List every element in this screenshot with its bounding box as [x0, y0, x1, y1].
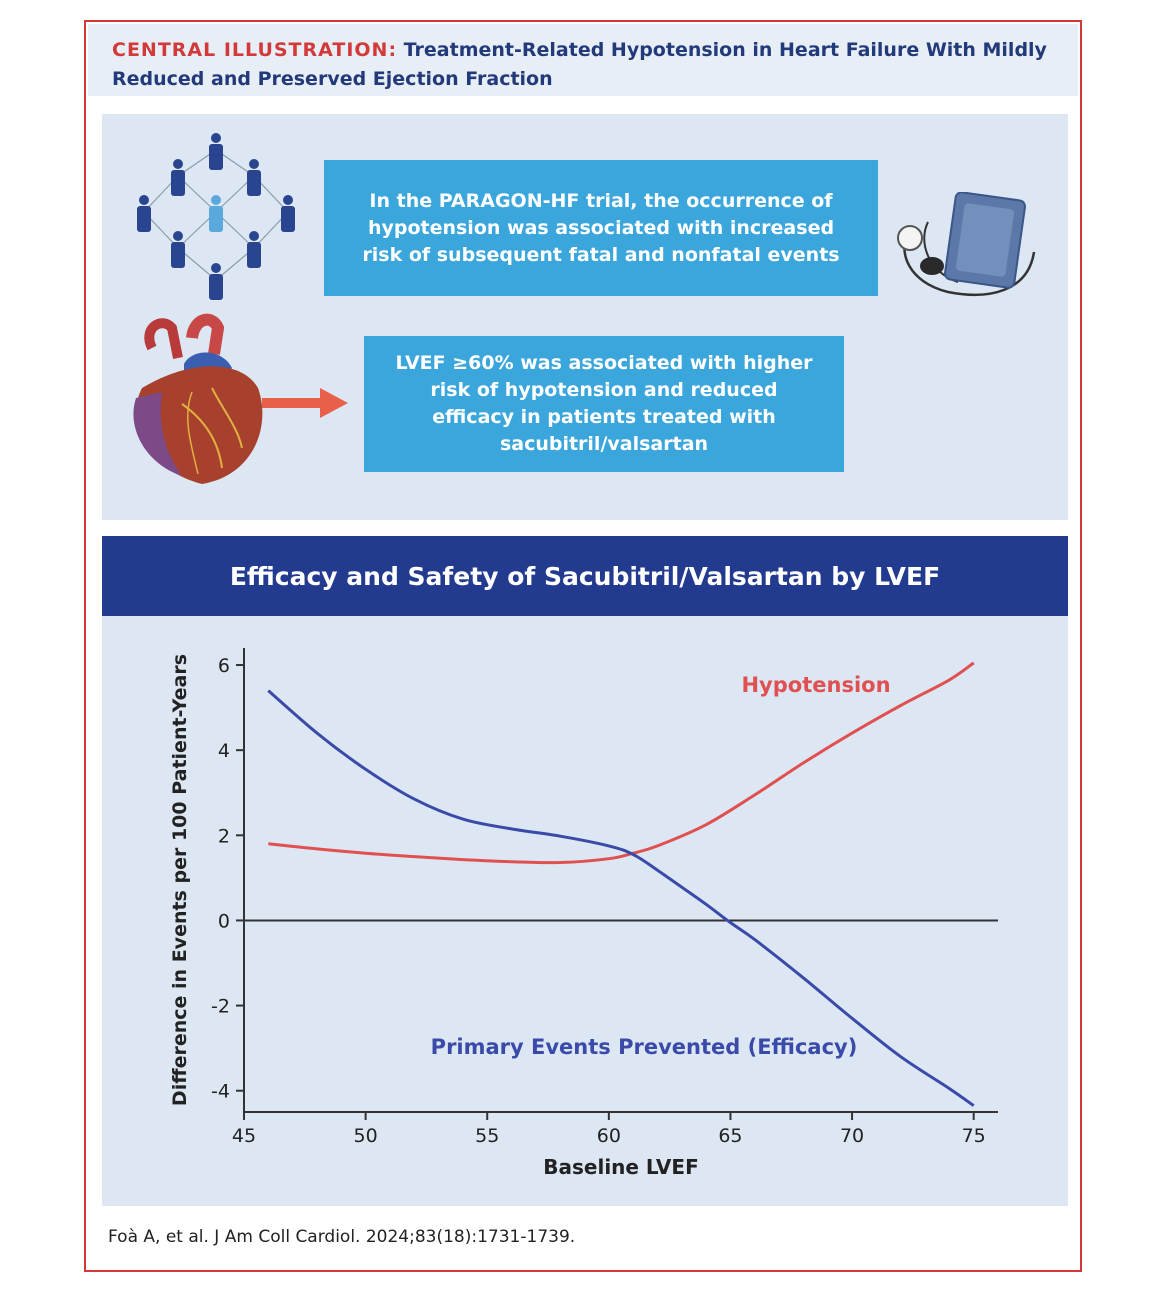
person-icon	[171, 159, 185, 196]
y-tick-label: -4	[211, 1081, 230, 1103]
x-tick-label: 55	[475, 1125, 499, 1147]
arrow-right-icon	[262, 388, 348, 418]
citation: Foà A, et al. J Am Coll Cardiol. 2024;83…	[108, 1227, 576, 1247]
person-icon	[247, 231, 261, 268]
person-icon	[209, 263, 223, 300]
y-tick-label: 4	[218, 740, 230, 762]
header-title: CENTRAL ILLUSTRATION: Treatment-Related …	[112, 36, 1062, 94]
header-title-text: Treatment-Related Hypotension in Heart F…	[112, 39, 1047, 90]
header-label: CENTRAL ILLUSTRATION:	[112, 39, 398, 61]
person-highlighted-icon	[209, 195, 223, 232]
y-axis-label: Difference in Events per 100 Patient-Yea…	[169, 654, 191, 1106]
x-tick-label: 60	[597, 1125, 621, 1147]
info-box-lvef-risk: LVEF ≥60% was associated with higher ris…	[364, 336, 844, 472]
person-icon	[209, 133, 223, 170]
y-tick-label: 6	[218, 655, 230, 677]
chart-title: Efficacy and Safety of Sacubitril/Valsar…	[102, 536, 1068, 616]
x-axis-label: Baseline LVEF	[543, 1155, 698, 1179]
chart-panel: -4 -2 0 2 4 6 45 50 55 60 65 70 75 Baseline LVEF Diffe…	[102, 616, 1068, 1206]
person-icon	[137, 195, 151, 232]
y-tick-label: -2	[211, 996, 230, 1018]
x-tick-label: 50	[354, 1125, 378, 1147]
info-box-hypotension-risk: In the PARAGON-HF trial, the occurrence …	[324, 160, 878, 296]
blood-pressure-cuff-icon	[897, 192, 1036, 296]
person-icon	[247, 159, 261, 196]
summary-panel: In the PARAGON-HF trial, the occurrence …	[102, 114, 1068, 520]
x-tick-label: 65	[718, 1125, 742, 1147]
efficacy-label: Primary Events Prevented (Efficacy)	[431, 1035, 858, 1059]
central-illustration-frame: CENTRAL ILLUSTRATION: Treatment-Related …	[84, 20, 1082, 1272]
efficacy-line	[267, 689, 975, 1107]
x-tick-label: 70	[840, 1125, 864, 1147]
x-tick-label: 75	[962, 1125, 986, 1147]
x-tick-label: 45	[232, 1125, 256, 1147]
y-tick-label: 2	[218, 825, 230, 847]
person-icon	[281, 195, 295, 232]
person-icon	[171, 231, 185, 268]
y-tick-label: 0	[218, 910, 230, 932]
hypotension-label: Hypotension	[741, 673, 890, 697]
heart-icon	[133, 313, 263, 484]
people-network-icon	[137, 133, 295, 300]
lvef-chart: -4 -2 0 2 4 6 45 50 55 60 65 70 75 Baseline LVEF Diffe…	[169, 648, 998, 1179]
header: CENTRAL ILLUSTRATION: Treatment-Related …	[88, 24, 1078, 96]
